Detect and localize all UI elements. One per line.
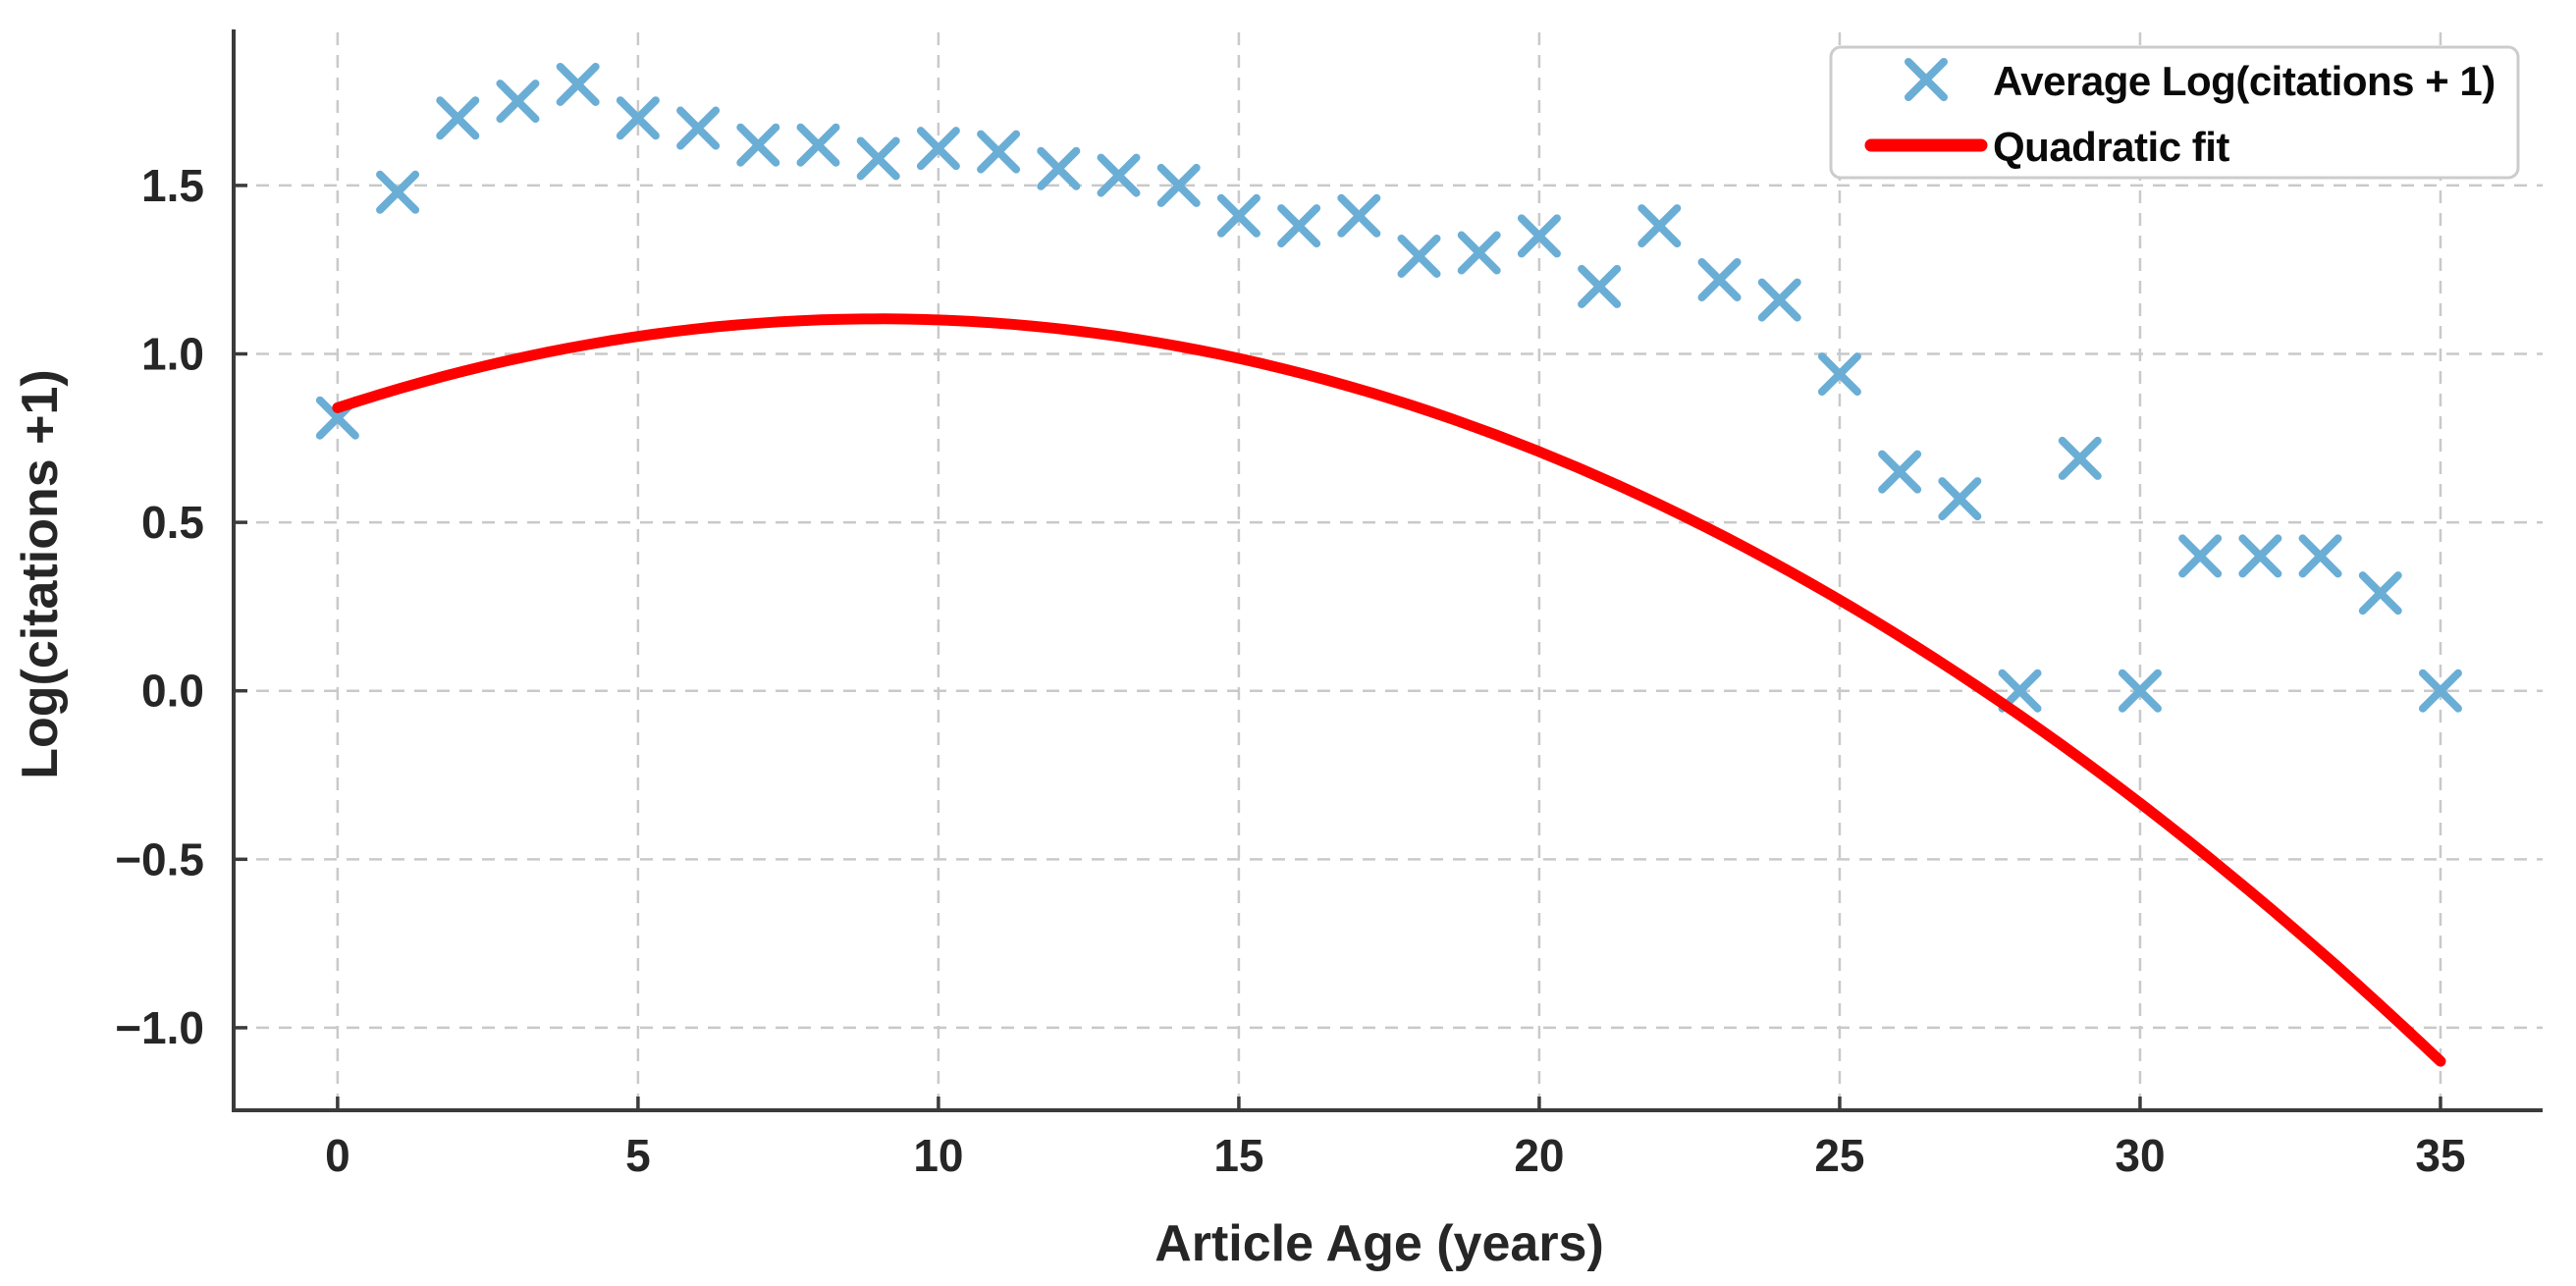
x-tick-label: 20 (1514, 1130, 1564, 1181)
tick-labels: 0 5 10 15 20 25 30 35 −1.0 −0.5 0.0 0.5 1.0 1.5 (115, 160, 2465, 1181)
legend-label-scatter: Average Log(citations + 1) (1993, 58, 2496, 104)
scatter-point (556, 62, 600, 106)
axis-spines (232, 29, 2543, 1112)
scatter-point (1878, 450, 1922, 494)
legend-label-fit: Quadratic fit (1993, 124, 2229, 170)
scatter-point (2058, 436, 2102, 480)
scatter-point (1757, 278, 1801, 322)
grid-layer (234, 32, 2543, 1110)
legend-marker-x-icon (1905, 58, 1948, 101)
scatter-point (1637, 204, 1682, 248)
scatter-point (1457, 231, 1501, 275)
scatter-point (2178, 534, 2223, 578)
scatter-point (916, 127, 960, 171)
scatter-point (1156, 163, 1201, 207)
y-tick-label: −0.5 (115, 833, 204, 884)
scatter-point (1697, 258, 1742, 302)
y-tick-label: 1.0 (141, 329, 204, 380)
y-axis-label: Log(citations +1) (12, 369, 69, 778)
scatter-point (1097, 153, 1141, 197)
legend-box (1829, 45, 2520, 180)
y-tick-label: 0.5 (141, 497, 204, 548)
x-tick-label: 10 (913, 1130, 963, 1181)
x-axis-label: Article Age (years) (1154, 1215, 1604, 1272)
x-tick-label: 0 (325, 1130, 350, 1181)
scatter-point (856, 136, 900, 181)
scatter-point (676, 106, 721, 150)
scatter-point (496, 80, 540, 124)
x-tick-label: 35 (2415, 1130, 2465, 1181)
scatter-point (2298, 534, 2342, 578)
scatter-point (1817, 352, 1861, 397)
y-tick-label: 1.5 (141, 160, 204, 211)
y-tick-label: 0.0 (141, 666, 204, 717)
scatter-series (315, 62, 2462, 713)
legend: Average Log(citations + 1) Quadratic fit (1829, 45, 2520, 180)
scatter-point (1578, 264, 1622, 308)
scatter-point (376, 170, 420, 214)
scatter-point (796, 123, 840, 167)
scatter-point (2358, 571, 2402, 616)
scatter-point (1037, 146, 1081, 190)
x-tick-label: 5 (625, 1130, 651, 1181)
scatter-point (1216, 193, 1261, 238)
scatter-point (1277, 204, 1321, 248)
scatter-point (2418, 669, 2462, 713)
scatter-point (436, 96, 480, 140)
scatter-point (2238, 534, 2282, 578)
scatter-point (2118, 669, 2162, 713)
scatter-point (736, 123, 780, 167)
scatter-point (616, 96, 660, 140)
scatter-point (1517, 214, 1561, 258)
quadratic-fit-line (332, 313, 2446, 1067)
scatter-point (977, 130, 1021, 174)
tick-marks (234, 184, 2442, 1110)
quadratic-fit-curve (332, 313, 2446, 1067)
x-tick-label: 25 (1814, 1130, 1864, 1181)
scatter-point (1337, 193, 1381, 238)
y-tick-label: −1.0 (115, 1002, 204, 1053)
x-tick-label: 30 (2115, 1130, 2165, 1181)
scatter-point (1397, 234, 1441, 278)
x-tick-label: 15 (1213, 1130, 1263, 1181)
scatter-point (1938, 477, 1982, 521)
